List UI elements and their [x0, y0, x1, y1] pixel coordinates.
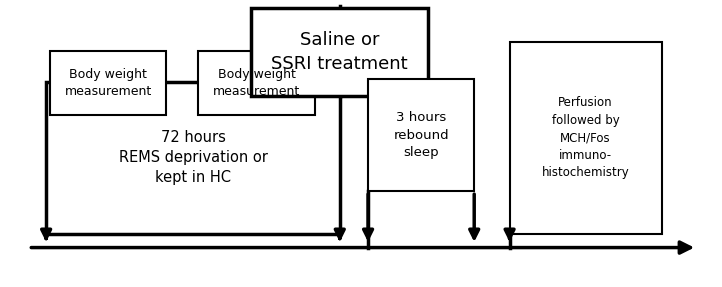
- FancyBboxPatch shape: [50, 51, 166, 115]
- FancyBboxPatch shape: [368, 79, 474, 191]
- Text: Body weight
measurement: Body weight measurement: [64, 68, 152, 98]
- FancyBboxPatch shape: [251, 9, 428, 96]
- Text: Body weight
measurement: Body weight measurement: [213, 68, 300, 98]
- Text: 3 hours
rebound
sleep: 3 hours rebound sleep: [393, 111, 449, 159]
- FancyBboxPatch shape: [199, 51, 315, 115]
- Text: Saline or
SSRI treatment: Saline or SSRI treatment: [271, 31, 408, 73]
- FancyBboxPatch shape: [46, 82, 340, 234]
- Text: Perfusion
followed by
MCH/Fos
immuno-
histochemistry: Perfusion followed by MCH/Fos immuno- hi…: [542, 96, 630, 179]
- Text: 72 hours
REMS deprivation or
kept in HC: 72 hours REMS deprivation or kept in HC: [118, 130, 267, 185]
- FancyBboxPatch shape: [510, 42, 661, 234]
